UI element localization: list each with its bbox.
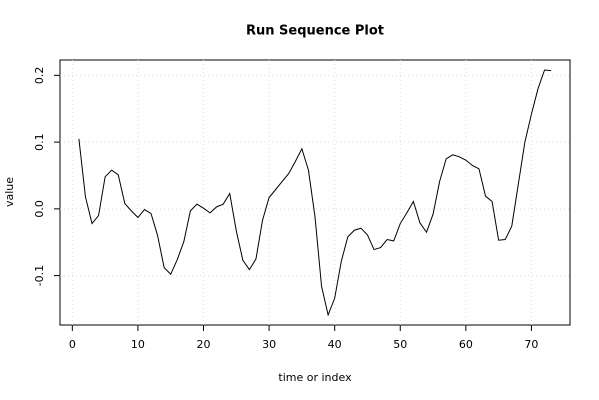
x-tick-label: 50 <box>393 338 407 351</box>
y-tick-label: 0.1 <box>33 133 46 151</box>
line-series <box>78 69 552 317</box>
x-tick-label: 70 <box>524 338 538 351</box>
x-tick-label: 60 <box>459 338 473 351</box>
y-tick-label: 0.2 <box>33 67 46 85</box>
x-tick-label: 20 <box>197 338 211 351</box>
chart-title: Run Sequence Plot <box>246 24 384 39</box>
x-tick-label: 40 <box>328 338 342 351</box>
y-axis-label: value <box>3 177 16 207</box>
x-tick-label: 10 <box>131 338 145 351</box>
x-tick-label: 30 <box>262 338 276 351</box>
plot-box <box>59 59 571 326</box>
y-tick-label: -0.1 <box>33 265 46 286</box>
x-axis-label: time or index <box>278 371 352 384</box>
y-tick-label: 0.0 <box>33 200 46 218</box>
x-tick-label: 0 <box>69 338 76 351</box>
